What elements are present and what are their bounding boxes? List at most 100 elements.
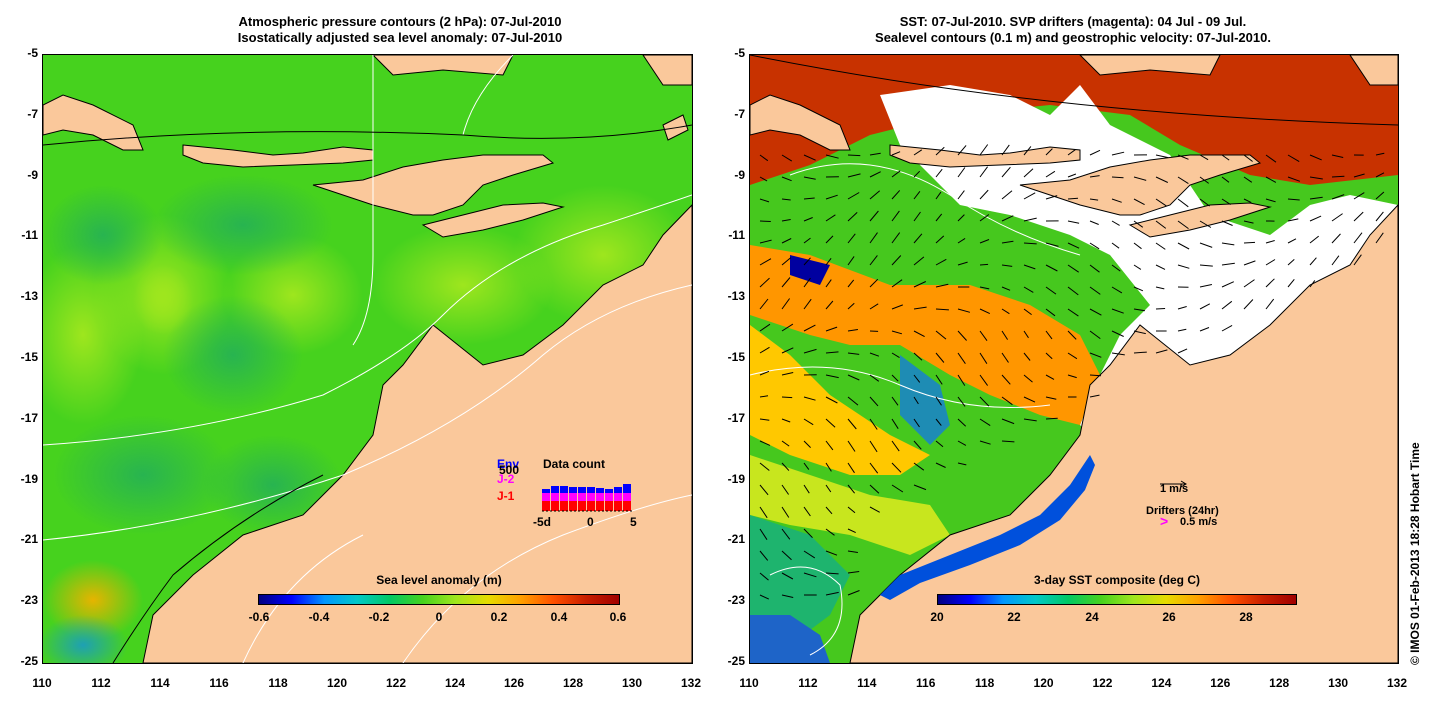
data-count-bar (605, 493, 613, 501)
data-count-bar (578, 501, 586, 511)
velocity-arrow (1199, 242, 1213, 248)
data-count-xtick: -5d (533, 515, 551, 529)
velocity-arrow (803, 528, 813, 539)
velocity-arrow (979, 214, 990, 222)
velocity-arrow (847, 418, 857, 430)
velocity-arrow (1067, 197, 1079, 200)
velocity-arrow (979, 330, 988, 341)
velocity-arrow (979, 418, 991, 427)
velocity-arrow (1133, 176, 1147, 181)
velocity-arrow (935, 374, 943, 385)
right-lat-tick: -13 (727, 289, 745, 304)
velocity-arrow (913, 484, 927, 491)
velocity-arrow (847, 173, 861, 178)
velocity-arrow (1001, 352, 1009, 363)
data-count-bar (569, 493, 577, 501)
velocity-arrow (891, 374, 899, 382)
velocity-arrow (759, 528, 768, 540)
velocity-arrow (803, 418, 814, 426)
data-count-bar (614, 493, 622, 501)
velocity-arrow (1089, 394, 1100, 398)
velocity-arrow (869, 171, 881, 178)
velocity-arrow (847, 302, 855, 310)
sst-map-graphic (750, 55, 1398, 663)
velocity-arrow (1155, 349, 1168, 354)
data-count-bar (605, 501, 613, 511)
velocity-arrow (869, 232, 878, 244)
velocity-arrow (1045, 170, 1056, 178)
velocity-arrow (825, 194, 838, 200)
velocity-arrow (891, 190, 901, 200)
velocity-arrow (1309, 176, 1323, 180)
velocity-arrow (869, 190, 881, 200)
velocity-arrow (759, 440, 771, 446)
velocity-arrow (1023, 352, 1031, 361)
velocity-arrow (1001, 418, 1015, 425)
velocity-arrow (1089, 286, 1101, 295)
data-count-chart (542, 470, 634, 512)
velocity-arrow (913, 281, 927, 288)
velocity-arrow (1287, 176, 1301, 182)
velocity-arrow (935, 308, 949, 311)
velocity-arrow (1045, 374, 1055, 380)
right-lon-tick: 120 (1033, 676, 1054, 690)
velocity-arrow (759, 462, 770, 471)
velocity-arrow (1133, 264, 1142, 270)
velocity-arrow (1331, 154, 1344, 158)
velocity-arrow (1023, 192, 1036, 200)
velocity-arrow (781, 323, 794, 332)
velocity-arrow (869, 255, 878, 266)
left-lon-tick: 132 (680, 676, 702, 690)
data-count-bar (560, 493, 568, 501)
velocity-arrow (1177, 348, 1188, 354)
velocity-arrow (825, 550, 838, 556)
velocity-arrow (825, 257, 832, 266)
right-lon-tick: 112 (798, 676, 818, 690)
velocity-arrow (1375, 211, 1384, 222)
velocity-arrow (979, 396, 990, 407)
velocity-arrow (847, 279, 855, 288)
velocity-arrow (1265, 240, 1275, 244)
velocity-arrow (1177, 306, 1187, 310)
velocity-arrow (1089, 198, 1099, 201)
right-title-line2: Sealevel contours (0.1 m) and geostrophi… (875, 30, 1271, 45)
velocity-arrow (759, 370, 770, 376)
velocity-arrow (913, 462, 925, 471)
velocity-arrow (781, 506, 790, 518)
data-count-bar (587, 493, 595, 501)
velocity-arrow (1023, 146, 1032, 156)
velocity-arrow (781, 277, 791, 288)
data-count-bar (551, 501, 559, 511)
right-lon-tick: 132 (1386, 676, 1408, 690)
velocity-arrow (803, 484, 810, 494)
velocity-arrow (935, 213, 943, 222)
velocity-arrow (825, 396, 838, 404)
velocity-arrow (759, 176, 768, 182)
velocity-arrow (1045, 352, 1053, 360)
velocity-arrow (781, 440, 790, 447)
velocity-arrow (847, 550, 858, 553)
velocity-arrow (1287, 259, 1295, 266)
left-lon-tick: 112 (91, 676, 111, 690)
velocity-arrow (1023, 242, 1037, 245)
velocity-arrow (935, 235, 945, 244)
left-lat-tick: -11 (21, 228, 38, 243)
left-lat-tick: -5 (27, 46, 38, 60)
data-count-max-label: 500 (499, 463, 520, 477)
velocity-arrow (869, 506, 880, 513)
data-count-bar (614, 501, 622, 511)
sla-colorbar-tick: -0.2 (368, 610, 390, 624)
velocity-arrow (935, 330, 947, 340)
velocity-arrow (891, 440, 900, 452)
data-count-title: Data count (543, 457, 606, 471)
velocity-arrow (913, 306, 927, 310)
left-lat-tick: -25 (20, 654, 38, 668)
velocity-arrow (781, 298, 791, 310)
velocity-arrow (1133, 308, 1145, 312)
velocity-arrow (803, 277, 811, 288)
right-lon-tick: 124 (1151, 676, 1172, 690)
velocity-arrow (957, 462, 967, 466)
velocity-arrow (891, 151, 901, 156)
velocity-arrow (803, 237, 811, 244)
velocity-arrow (869, 374, 880, 382)
